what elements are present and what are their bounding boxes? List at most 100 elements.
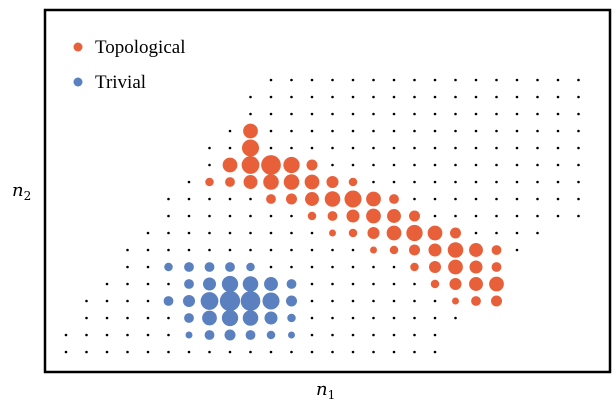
lattice-point xyxy=(392,163,396,167)
lattice-point xyxy=(413,180,416,184)
topological-point xyxy=(283,156,300,174)
lattice-point xyxy=(413,163,416,167)
lattice-point xyxy=(228,248,232,252)
lattice-point xyxy=(515,78,519,82)
lattice-point xyxy=(146,282,150,286)
topological-point xyxy=(348,177,358,187)
lattice-point xyxy=(372,95,375,99)
lattice-point xyxy=(331,78,334,82)
lattice-point xyxy=(454,95,457,99)
lattice-point xyxy=(413,146,416,150)
lattice-point xyxy=(515,112,519,116)
lattice-point xyxy=(454,316,457,320)
lattice-point xyxy=(433,316,437,320)
topological-point xyxy=(241,156,260,174)
lattice-point xyxy=(515,197,519,201)
lattice-point xyxy=(433,333,437,337)
topological-point xyxy=(305,192,319,206)
lattice-point xyxy=(331,282,334,286)
trivial-point xyxy=(224,329,236,341)
lattice-point xyxy=(85,333,88,337)
topological-point xyxy=(306,159,318,171)
lattice-point xyxy=(228,146,232,150)
trivial-point xyxy=(242,276,259,292)
lattice-point xyxy=(331,265,334,269)
lattice-point xyxy=(392,333,396,337)
lattice-point xyxy=(474,180,478,184)
topological-point xyxy=(428,260,442,274)
topological-point xyxy=(427,225,443,241)
lattice-point xyxy=(269,129,273,133)
lattice-point xyxy=(433,214,437,218)
lattice-point xyxy=(536,231,539,235)
trivial-point xyxy=(242,310,259,326)
lattice-point xyxy=(433,163,437,167)
lattice-point xyxy=(351,350,355,354)
lattice-point xyxy=(310,333,314,337)
lattice-point xyxy=(474,197,478,201)
lattice-point xyxy=(413,350,416,354)
lattice-point xyxy=(454,146,457,150)
legend-marker-topological xyxy=(73,42,83,52)
topological-point xyxy=(241,139,260,157)
lattice-point xyxy=(126,333,129,337)
lattice-point xyxy=(413,78,416,82)
lattice-point xyxy=(269,214,273,218)
lattice-point xyxy=(126,282,129,286)
lattice-point xyxy=(249,231,252,235)
trivial-point xyxy=(185,331,193,339)
lattice-point xyxy=(208,146,211,150)
lattice-point xyxy=(187,214,191,218)
lattice-point xyxy=(228,197,232,201)
lattice-point xyxy=(372,112,375,116)
lattice-point xyxy=(187,197,191,201)
trivial-point xyxy=(200,292,219,310)
lattice-point xyxy=(392,78,396,82)
lattice-point xyxy=(515,129,519,133)
topological-point xyxy=(489,276,504,292)
lattice-point xyxy=(577,197,580,201)
lattice-point xyxy=(126,316,129,320)
lattice-point xyxy=(146,265,150,269)
lattice-point xyxy=(331,163,334,167)
topological-point xyxy=(326,175,339,189)
topological-point xyxy=(430,279,440,289)
trivial-point xyxy=(164,262,173,272)
lattice-point xyxy=(392,299,396,303)
lattice-point xyxy=(351,95,355,99)
lattice-point xyxy=(413,197,416,201)
lattice-point xyxy=(536,214,539,218)
lattice-point xyxy=(208,231,211,235)
trivial-point xyxy=(246,262,255,272)
lattice-point xyxy=(167,248,170,252)
topological-point xyxy=(389,194,399,204)
lattice-point xyxy=(310,129,314,133)
lattice-point xyxy=(64,350,68,354)
lattice-point xyxy=(433,350,437,354)
lattice-point xyxy=(372,265,375,269)
lattice-point xyxy=(331,248,334,252)
lattice-point xyxy=(167,231,170,235)
trivial-point xyxy=(202,310,217,326)
lattice-point xyxy=(536,180,539,184)
lattice-point xyxy=(208,163,211,167)
lattice-point xyxy=(577,95,580,99)
lattice-point xyxy=(454,129,457,133)
lattice-point xyxy=(474,129,478,133)
lattice-point xyxy=(577,180,580,184)
lattice-point xyxy=(433,95,437,99)
lattice-point xyxy=(433,197,437,201)
lattice-point xyxy=(556,214,560,218)
lattice-point xyxy=(556,197,560,201)
lattice-point xyxy=(392,316,396,320)
lattice-point xyxy=(433,129,437,133)
lattice-point xyxy=(126,265,129,269)
lattice-point xyxy=(228,214,232,218)
lattice-point xyxy=(392,180,396,184)
lattice-point xyxy=(372,163,375,167)
lattice-point xyxy=(351,299,355,303)
lattice-point xyxy=(331,112,334,116)
lattice-point xyxy=(228,231,232,235)
lattice-point xyxy=(351,333,355,337)
